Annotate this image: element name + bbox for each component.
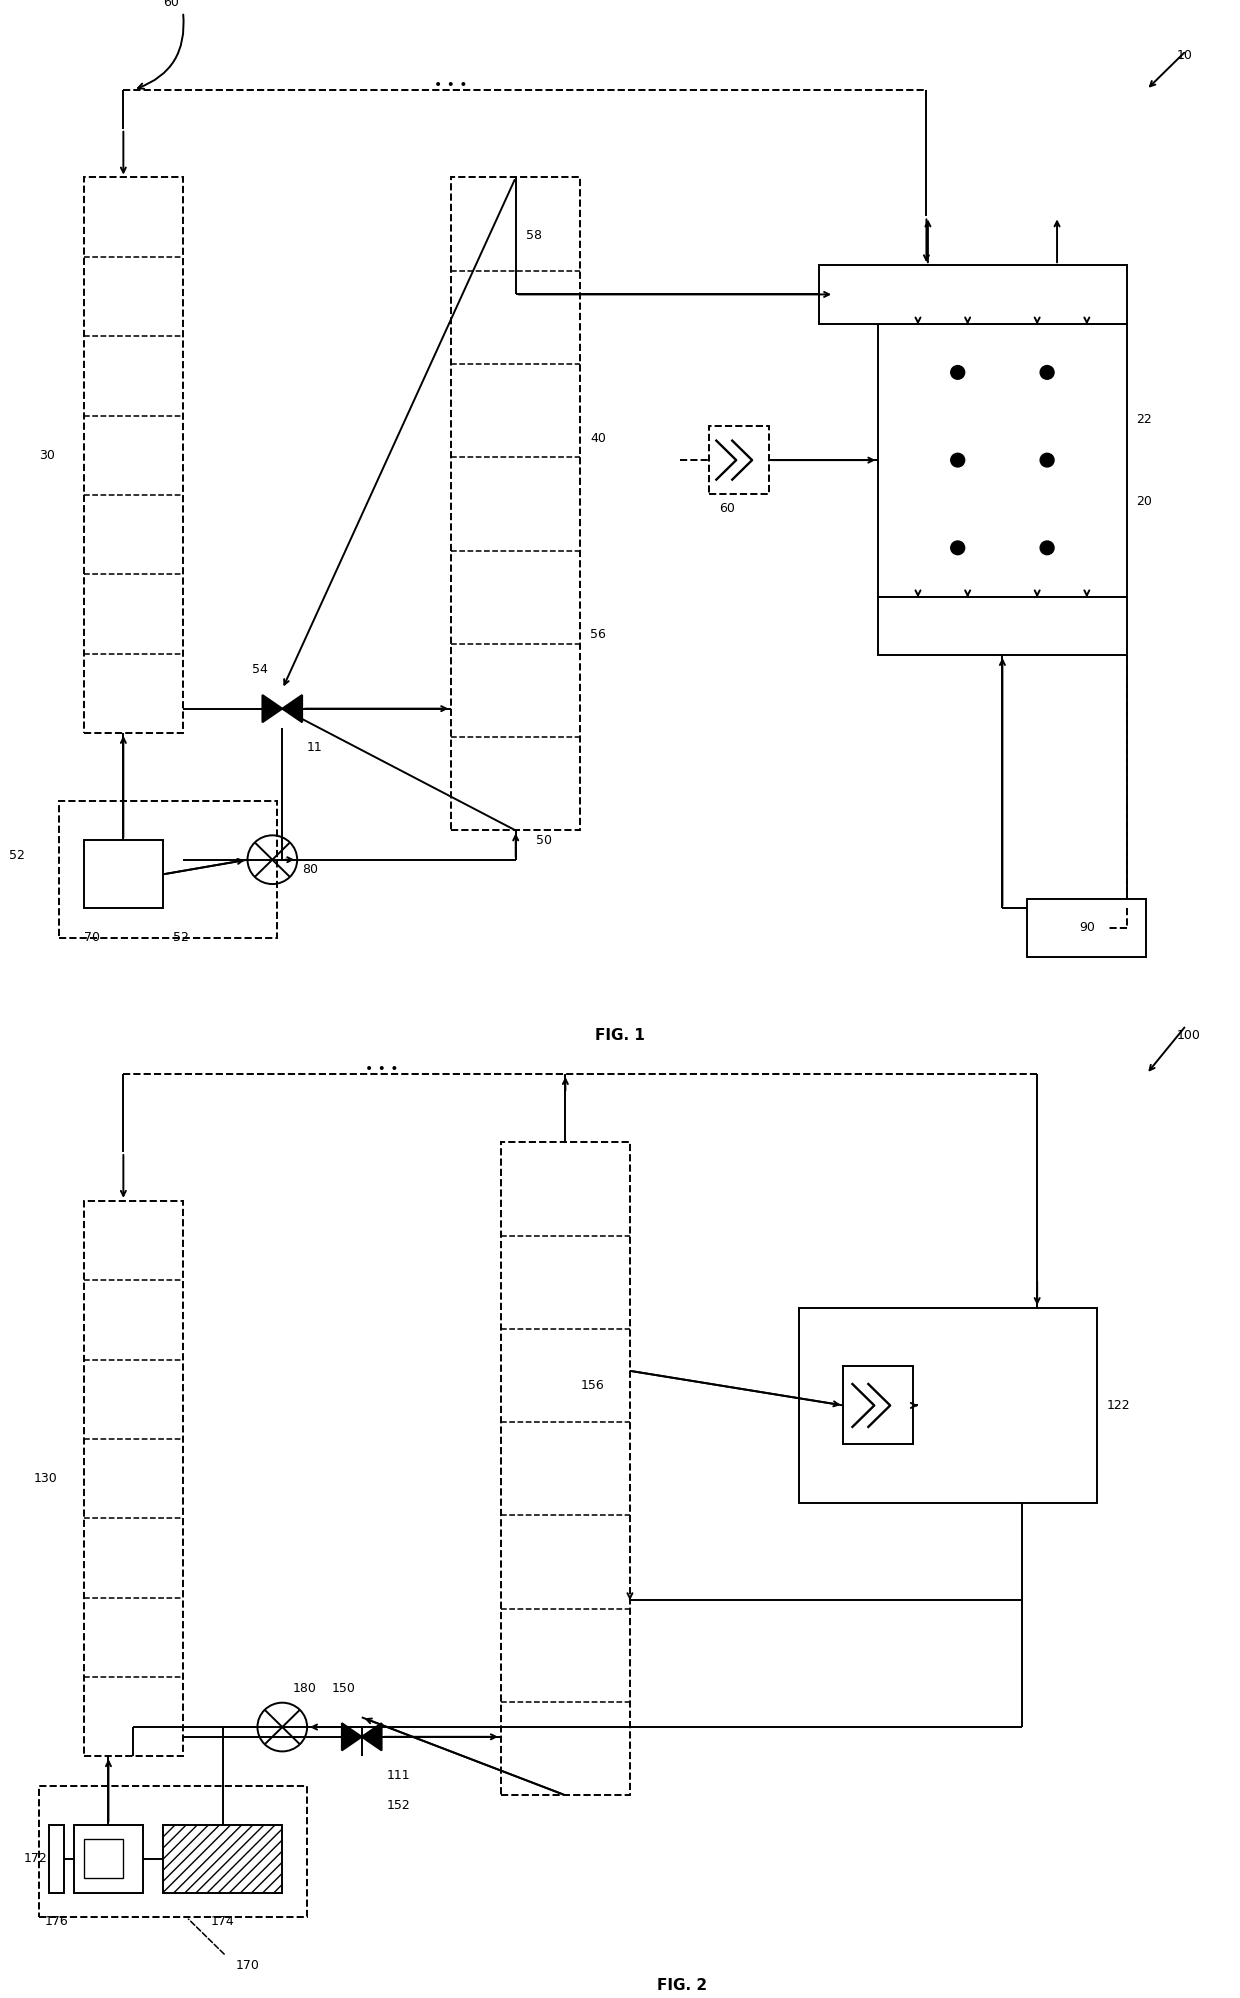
Circle shape xyxy=(951,541,965,555)
Text: 122: 122 xyxy=(1107,1399,1131,1413)
Bar xyxy=(501,1143,630,1796)
Text: 172: 172 xyxy=(24,1852,48,1864)
Text: 10: 10 xyxy=(1177,50,1192,62)
Text: FIG. 1: FIG. 1 xyxy=(595,1027,645,1043)
Polygon shape xyxy=(342,1722,362,1750)
Text: 30: 30 xyxy=(38,450,55,462)
Text: 80: 80 xyxy=(303,863,319,875)
Bar xyxy=(48,1824,63,1892)
Text: 60: 60 xyxy=(719,501,735,515)
Bar xyxy=(83,178,184,733)
Polygon shape xyxy=(362,1722,382,1750)
Bar xyxy=(83,841,164,909)
Bar xyxy=(58,801,278,937)
Bar xyxy=(38,1786,308,1918)
Text: 52: 52 xyxy=(174,931,188,945)
Bar xyxy=(878,597,1127,655)
Bar xyxy=(73,1824,144,1892)
Text: 50: 50 xyxy=(536,833,552,847)
Bar xyxy=(451,178,580,831)
Circle shape xyxy=(1040,366,1054,380)
Text: 150: 150 xyxy=(332,1682,356,1694)
Text: 22: 22 xyxy=(1137,414,1152,426)
Text: 130: 130 xyxy=(33,1473,58,1485)
Bar xyxy=(878,324,1127,597)
Text: 11: 11 xyxy=(308,741,322,753)
Polygon shape xyxy=(263,695,283,723)
Text: • • •: • • • xyxy=(434,78,467,92)
Text: 174: 174 xyxy=(211,1916,234,1928)
Bar xyxy=(843,1367,913,1445)
Text: 180: 180 xyxy=(293,1682,316,1694)
Text: 90: 90 xyxy=(1079,921,1095,935)
Text: 54: 54 xyxy=(253,663,268,675)
Circle shape xyxy=(1040,454,1054,468)
Bar xyxy=(83,1201,184,1756)
Text: 60: 60 xyxy=(164,0,179,8)
Bar xyxy=(1027,899,1147,957)
Text: 20: 20 xyxy=(1137,496,1152,507)
Text: • • •: • • • xyxy=(365,1063,398,1077)
Text: 156: 156 xyxy=(580,1379,604,1393)
Text: 170: 170 xyxy=(236,1960,260,1972)
Text: 152: 152 xyxy=(387,1798,410,1812)
Bar xyxy=(83,1838,123,1878)
Bar xyxy=(164,1824,283,1892)
Circle shape xyxy=(951,366,965,380)
Text: 100: 100 xyxy=(1177,1029,1200,1041)
Text: 56: 56 xyxy=(590,627,606,641)
Bar xyxy=(799,1309,1096,1502)
Text: FIG. 2: FIG. 2 xyxy=(656,1978,707,1992)
Bar xyxy=(818,266,1127,324)
Circle shape xyxy=(1040,541,1054,555)
Circle shape xyxy=(951,454,965,468)
Text: 70: 70 xyxy=(83,931,99,945)
Text: 111: 111 xyxy=(387,1770,410,1782)
Polygon shape xyxy=(283,695,303,723)
Text: 40: 40 xyxy=(590,432,606,446)
Text: 58: 58 xyxy=(526,230,542,242)
Text: 52: 52 xyxy=(9,849,25,863)
Bar xyxy=(709,426,769,494)
Text: 176: 176 xyxy=(45,1916,68,1928)
